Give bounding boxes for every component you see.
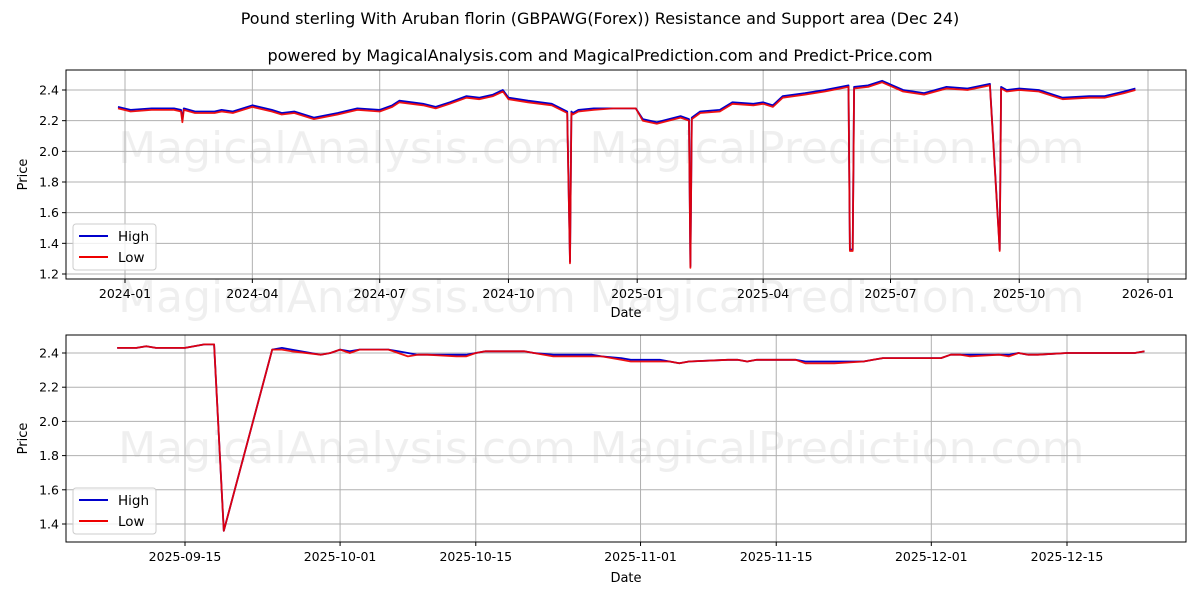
- x-tick-label: 2025-10-15: [439, 549, 512, 564]
- watermark: MagicalPrediction.com: [590, 272, 1085, 323]
- watermark: MagicalAnalysis.com: [118, 423, 576, 474]
- x-tick-label: 2025-11-01: [604, 549, 677, 564]
- x-tick-label: 2024-10: [482, 286, 534, 301]
- x-tick-label: 2025-10: [993, 286, 1045, 301]
- y-tick-label: 1.8: [39, 175, 59, 190]
- y-tick-label: 2.2: [39, 113, 59, 128]
- y-axis-label: Price: [16, 423, 31, 455]
- y-axis-label: Price: [16, 159, 31, 191]
- x-tick-label: 2024-04: [226, 286, 278, 301]
- legend: High Low: [72, 487, 157, 535]
- x-tick-label: 2024-07: [354, 286, 406, 301]
- y-tick-label: 2.0: [39, 144, 59, 159]
- y-tick-label: 1.4: [39, 517, 59, 532]
- series-low-line: [117, 343, 1145, 532]
- x-axis: 2024-01 2024-04 2024-07 2024-10 2025-01 2025-…: [99, 70, 1174, 301]
- axes-frame: [65, 69, 1187, 280]
- x-axis-label: Date: [610, 306, 641, 321]
- legend-label-high: High: [118, 229, 149, 245]
- x-axis: 2025-09-15 2025-10-01 2025-10-15 2025-11-01…: [149, 335, 1104, 564]
- legend-label-low: Low: [118, 514, 145, 530]
- legend-label-high: High: [118, 493, 149, 509]
- x-tick-label: 2025-01: [611, 286, 663, 301]
- y-tick-label: 1.2: [39, 267, 59, 282]
- x-tick-label: 2025-12-01: [895, 549, 968, 564]
- x-tick-label: 2025-11-15: [740, 549, 813, 564]
- chart-panel-2: MagicalAnalysis.com MagicalPrediction.com…: [16, 334, 1187, 586]
- x-tick-label: 2025-07: [864, 286, 916, 301]
- y-tick-label: 2.4: [39, 83, 59, 98]
- series-low-line: [117, 81, 1136, 269]
- x-tick-label: 2025-04: [737, 286, 789, 301]
- chart-subtitle: powered by MagicalAnalysis.com and Magic…: [267, 46, 933, 65]
- y-tick-label: 2.2: [39, 380, 59, 395]
- y-tick-label: 1.6: [39, 205, 59, 220]
- x-tick-label: 2025-12-15: [1031, 549, 1104, 564]
- y-tick-label: 1.4: [39, 236, 59, 251]
- x-tick-label: 2025-10-01: [304, 549, 377, 564]
- x-tick-label: 2025-09-15: [149, 549, 222, 564]
- axes-frame: [65, 334, 1187, 543]
- y-tick-label: 1.8: [39, 448, 59, 463]
- chart-title: Pound sterling With Aruban florin (GBPAW…: [240, 9, 960, 28]
- y-tick-label: 1.6: [39, 482, 59, 497]
- y-tick-label: 2.0: [39, 414, 59, 429]
- watermark: MagicalAnalysis.com: [118, 123, 576, 174]
- watermark: MagicalAnalysis.com: [118, 272, 576, 323]
- y-tick-label: 2.4: [39, 346, 59, 361]
- x-tick-label: 2026-01: [1122, 286, 1174, 301]
- chart-panel-1: MagicalAnalysis.com MagicalPrediction.com…: [16, 69, 1187, 323]
- watermark: MagicalPrediction.com: [590, 423, 1085, 474]
- x-axis-label: Date: [610, 571, 641, 586]
- watermark: MagicalPrediction.com: [590, 123, 1085, 174]
- legend-label-low: Low: [118, 250, 145, 266]
- legend: High Low: [72, 223, 157, 271]
- x-tick-label: 2024-01: [99, 286, 151, 301]
